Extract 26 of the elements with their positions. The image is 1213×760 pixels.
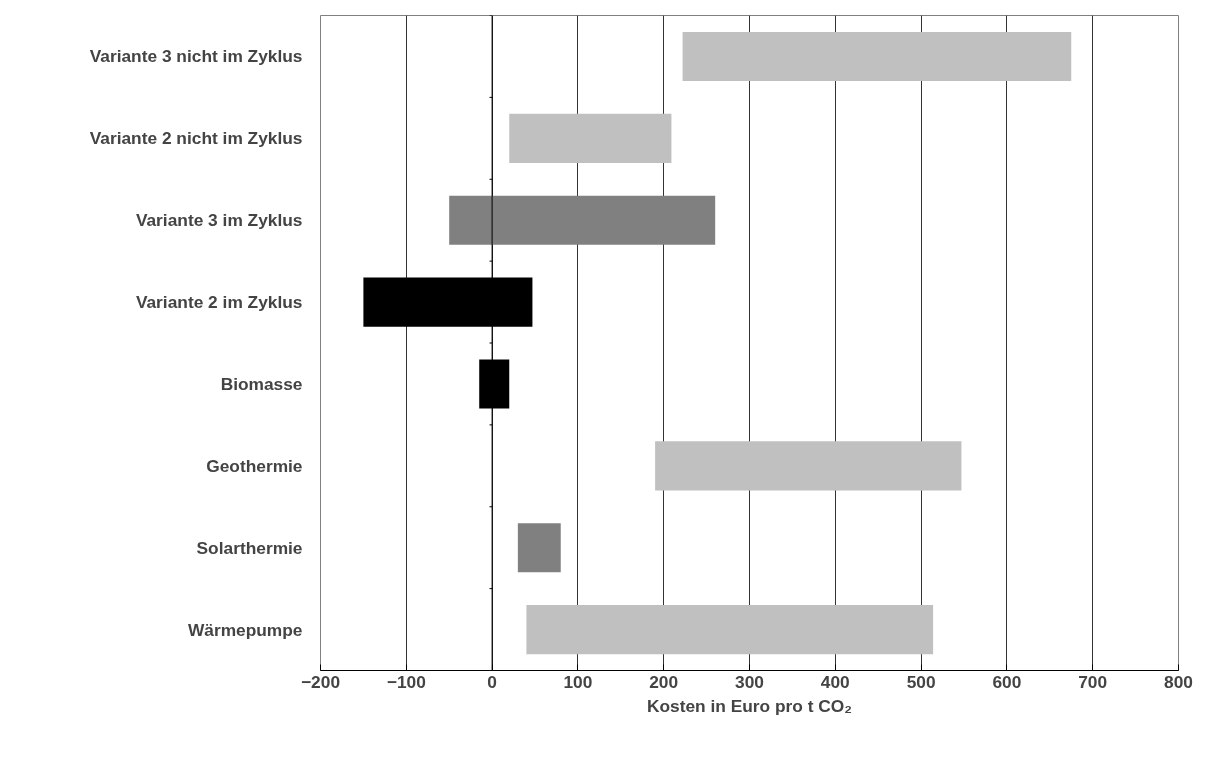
x-tick-label: −200 xyxy=(300,671,341,692)
y-tick-label: Geothermie xyxy=(206,455,303,476)
bar xyxy=(682,31,1072,81)
bar xyxy=(526,605,934,655)
y-tick-label: Variante 2 nicht im Zyklus xyxy=(89,128,303,149)
x-tick-label: 0 xyxy=(487,671,497,692)
x-tick-label: 400 xyxy=(820,671,850,692)
y-tick-label: Wärmepumpe xyxy=(187,619,303,640)
x-tick-label: 700 xyxy=(1078,671,1108,692)
y-tick-label: Biomasse xyxy=(220,373,303,394)
y-tick-label: Variante 3 im Zyklus xyxy=(135,210,303,231)
x-tick-label: 200 xyxy=(649,671,679,692)
bar xyxy=(509,113,672,163)
y-tick-label: Solarthermie xyxy=(196,537,303,558)
bar xyxy=(449,195,716,245)
x-tick-label: 300 xyxy=(735,671,764,692)
x-tick-label: 500 xyxy=(906,671,936,692)
x-axis-title: Kosten in Euro pro t CO₂ xyxy=(646,695,853,716)
x-tick-label: 100 xyxy=(563,671,593,692)
bar xyxy=(655,441,962,491)
y-tick-label: Variante 2 im Zyklus xyxy=(135,292,303,313)
bar xyxy=(517,523,561,573)
x-tick-label: 800 xyxy=(1164,671,1193,692)
y-tick-label: Variante 3 nicht im Zyklus xyxy=(89,46,303,67)
x-tick-label: −100 xyxy=(386,671,426,692)
x-tick-label: 600 xyxy=(992,671,1022,692)
